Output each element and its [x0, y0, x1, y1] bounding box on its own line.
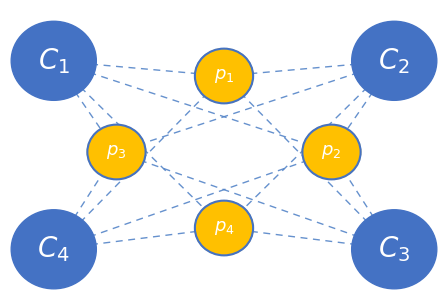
Text: $C_1$: $C_1$ [38, 46, 70, 76]
Ellipse shape [11, 21, 96, 100]
Text: $p_4$: $p_4$ [214, 219, 234, 237]
Ellipse shape [195, 201, 253, 255]
Ellipse shape [302, 125, 361, 179]
Ellipse shape [352, 21, 437, 100]
Text: $p_2$: $p_2$ [321, 143, 342, 161]
Text: $p_3$: $p_3$ [106, 143, 127, 161]
Text: $C_4$: $C_4$ [38, 234, 70, 264]
Ellipse shape [352, 210, 437, 289]
Text: $C_2$: $C_2$ [379, 46, 410, 76]
Ellipse shape [195, 49, 253, 103]
Ellipse shape [11, 210, 96, 289]
Text: $C_3$: $C_3$ [378, 234, 410, 264]
Ellipse shape [87, 125, 146, 179]
Text: $p_1$: $p_1$ [214, 67, 234, 85]
